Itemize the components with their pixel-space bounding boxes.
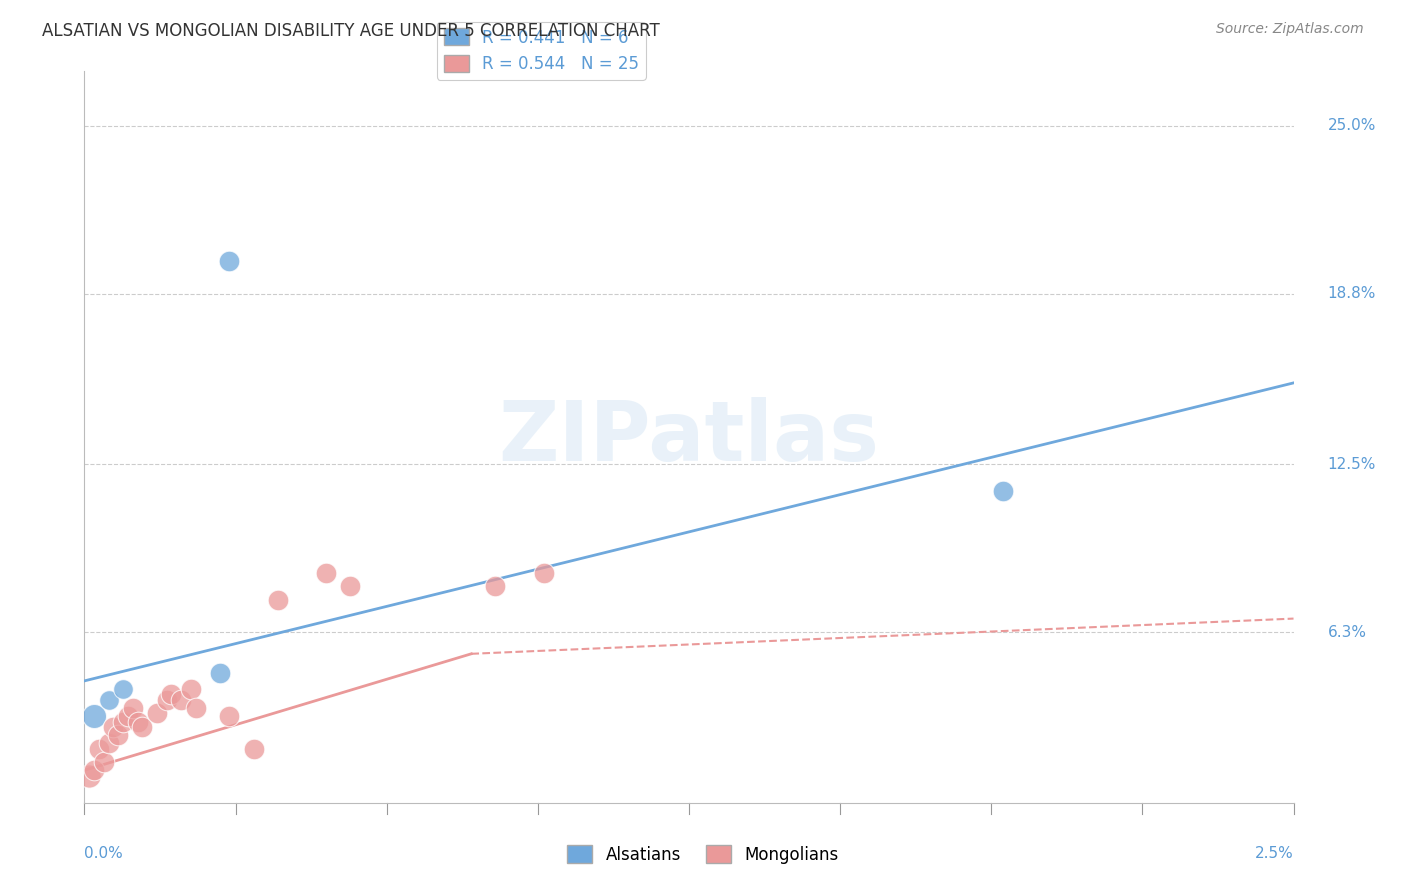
Text: 18.8%: 18.8% <box>1327 286 1375 301</box>
Point <box>242 741 264 756</box>
Point <box>83 709 105 723</box>
Point <box>112 714 135 729</box>
Point <box>155 693 177 707</box>
Legend: R = 0.441   N = 6, R = 0.544   N = 25: R = 0.441 N = 6, R = 0.544 N = 25 <box>437 21 645 79</box>
Text: 6.3%: 6.3% <box>1327 624 1367 640</box>
Point <box>117 709 139 723</box>
Point <box>93 755 115 769</box>
Legend: Alsatians, Mongolians: Alsatians, Mongolians <box>561 838 845 871</box>
Point <box>103 720 125 734</box>
Point <box>533 566 555 580</box>
Point <box>484 579 506 593</box>
Point <box>127 714 149 729</box>
Point <box>121 701 143 715</box>
Point <box>339 579 361 593</box>
Point <box>208 665 231 680</box>
Point <box>83 764 105 778</box>
Point <box>160 688 183 702</box>
Text: 12.5%: 12.5% <box>1327 457 1375 472</box>
Point <box>97 736 120 750</box>
Text: 25.0%: 25.0% <box>1327 118 1375 133</box>
Point <box>184 701 207 715</box>
Text: 2.5%: 2.5% <box>1254 847 1294 861</box>
Point <box>267 592 290 607</box>
Point <box>97 693 120 707</box>
Text: Source: ZipAtlas.com: Source: ZipAtlas.com <box>1216 22 1364 37</box>
Point <box>131 720 153 734</box>
Point <box>146 706 169 721</box>
Point <box>77 769 100 783</box>
Point <box>315 566 337 580</box>
Text: ZIPatlas: ZIPatlas <box>499 397 879 477</box>
Point <box>218 709 240 723</box>
Point <box>218 254 240 268</box>
Point <box>112 681 135 696</box>
Text: ALSATIAN VS MONGOLIAN DISABILITY AGE UNDER 5 CORRELATION CHART: ALSATIAN VS MONGOLIAN DISABILITY AGE UND… <box>42 22 659 40</box>
Point <box>107 728 129 742</box>
Point <box>993 484 1015 499</box>
Point <box>170 693 193 707</box>
Point <box>180 681 202 696</box>
Text: 0.0%: 0.0% <box>84 847 124 861</box>
Point <box>87 741 110 756</box>
